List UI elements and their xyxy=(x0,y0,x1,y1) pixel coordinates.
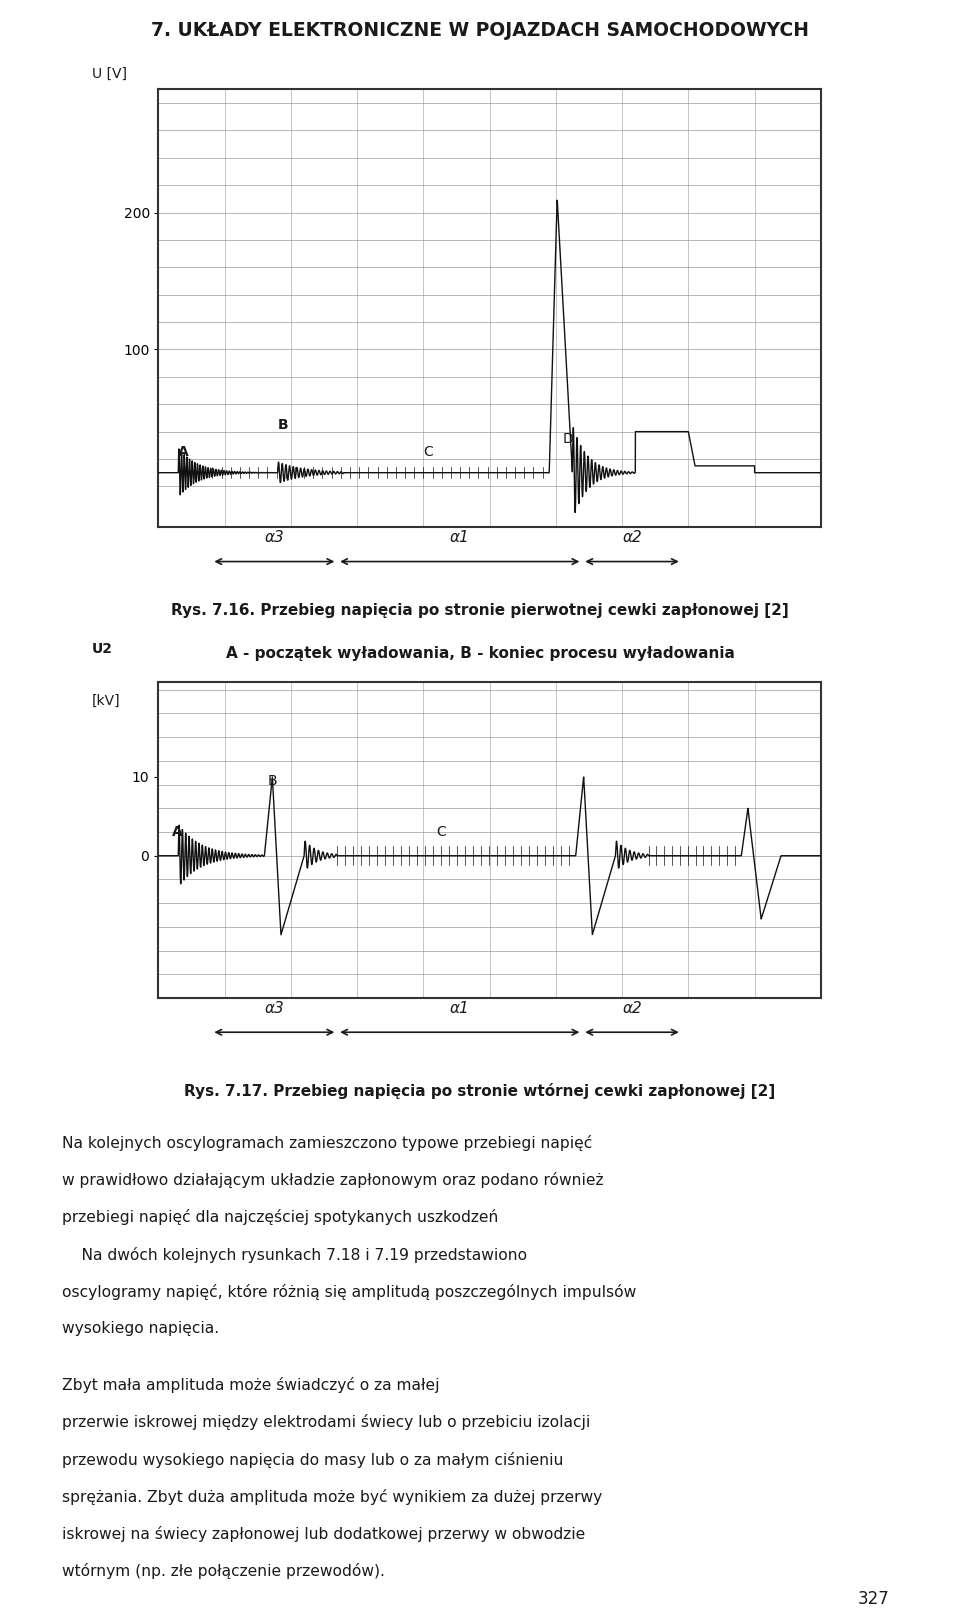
Text: wtórnym (np. złe połączenie przewodów).: wtórnym (np. złe połączenie przewodów). xyxy=(62,1563,385,1579)
Text: iskrowej na świecy zapłonowej lub dodatkowej przerwy w obwodzie: iskrowej na świecy zapłonowej lub dodatk… xyxy=(62,1526,586,1542)
Text: przerwie iskrowej między elektrodami świecy lub o przebiciu izolacji: przerwie iskrowej między elektrodami świ… xyxy=(62,1414,590,1430)
Text: A - początek wyładowania, B - koniec procesu wyładowania: A - początek wyładowania, B - koniec pro… xyxy=(226,646,734,661)
Text: α1: α1 xyxy=(450,1001,469,1016)
Text: przewodu wysokiego napięcia do masy lub o za małym ciśnieniu: przewodu wysokiego napięcia do masy lub … xyxy=(62,1451,564,1467)
Text: D: D xyxy=(563,432,573,446)
Text: Rys. 7.16. Przebieg napięcia po stronie pierwotnej cewki zapłonowej [2]: Rys. 7.16. Przebieg napięcia po stronie … xyxy=(171,602,789,618)
Text: Na dwóch kolejnych rysunkach 7.18 i 7.19 przedstawiono: Na dwóch kolejnych rysunkach 7.18 i 7.19… xyxy=(62,1246,528,1263)
Text: α1: α1 xyxy=(450,531,469,545)
Text: Rys. 7.17. Przebieg napięcia po stronie wtórnej cewki zapłonowej [2]: Rys. 7.17. Przebieg napięcia po stronie … xyxy=(184,1084,776,1099)
Text: [kV]: [kV] xyxy=(92,695,121,708)
Text: B: B xyxy=(277,417,288,432)
Text: A: A xyxy=(172,824,182,839)
Text: 327: 327 xyxy=(857,1589,890,1608)
Text: C: C xyxy=(423,445,433,459)
Text: Na kolejnych oscylogramach zamieszczono typowe przebiegi napięć: Na kolejnych oscylogramach zamieszczono … xyxy=(62,1134,592,1151)
Text: α3: α3 xyxy=(264,1001,284,1016)
Text: w prawidłowo działającym układzie zapłonowym oraz podano również: w prawidłowo działającym układzie zapłon… xyxy=(62,1172,604,1188)
Text: α2: α2 xyxy=(622,531,642,545)
Text: przebiegi napięć dla najczęściej spotykanych uszkodzeń: przebiegi napięć dla najczęściej spotyka… xyxy=(62,1209,499,1225)
Text: U2: U2 xyxy=(92,643,113,656)
Text: α3: α3 xyxy=(264,531,284,545)
Text: oscylogramy napięć, które różnią się amplitudą poszczególnych impulsów: oscylogramy napięć, które różnią się amp… xyxy=(62,1284,636,1300)
Text: sprężania. Zbyt duża amplituda może być wynikiem za dużej przerwy: sprężania. Zbyt duża amplituda może być … xyxy=(62,1488,603,1505)
Text: B: B xyxy=(268,774,277,787)
Text: wysokiego napięcia.: wysokiego napięcia. xyxy=(62,1321,220,1336)
Text: α2: α2 xyxy=(622,1001,642,1016)
Text: Zbyt mała amplituda może świadczyć o za małej: Zbyt mała amplituda może świadczyć o za … xyxy=(62,1376,440,1393)
Text: 7. UKŁADY ELEKTRONICZNE W POJAZDACH SAMOCHODOWYCH: 7. UKŁADY ELEKTRONICZNE W POJAZDACH SAMO… xyxy=(151,21,809,39)
Text: A: A xyxy=(179,445,189,459)
Text: U [V]: U [V] xyxy=(92,67,127,81)
Text: C: C xyxy=(437,824,446,839)
